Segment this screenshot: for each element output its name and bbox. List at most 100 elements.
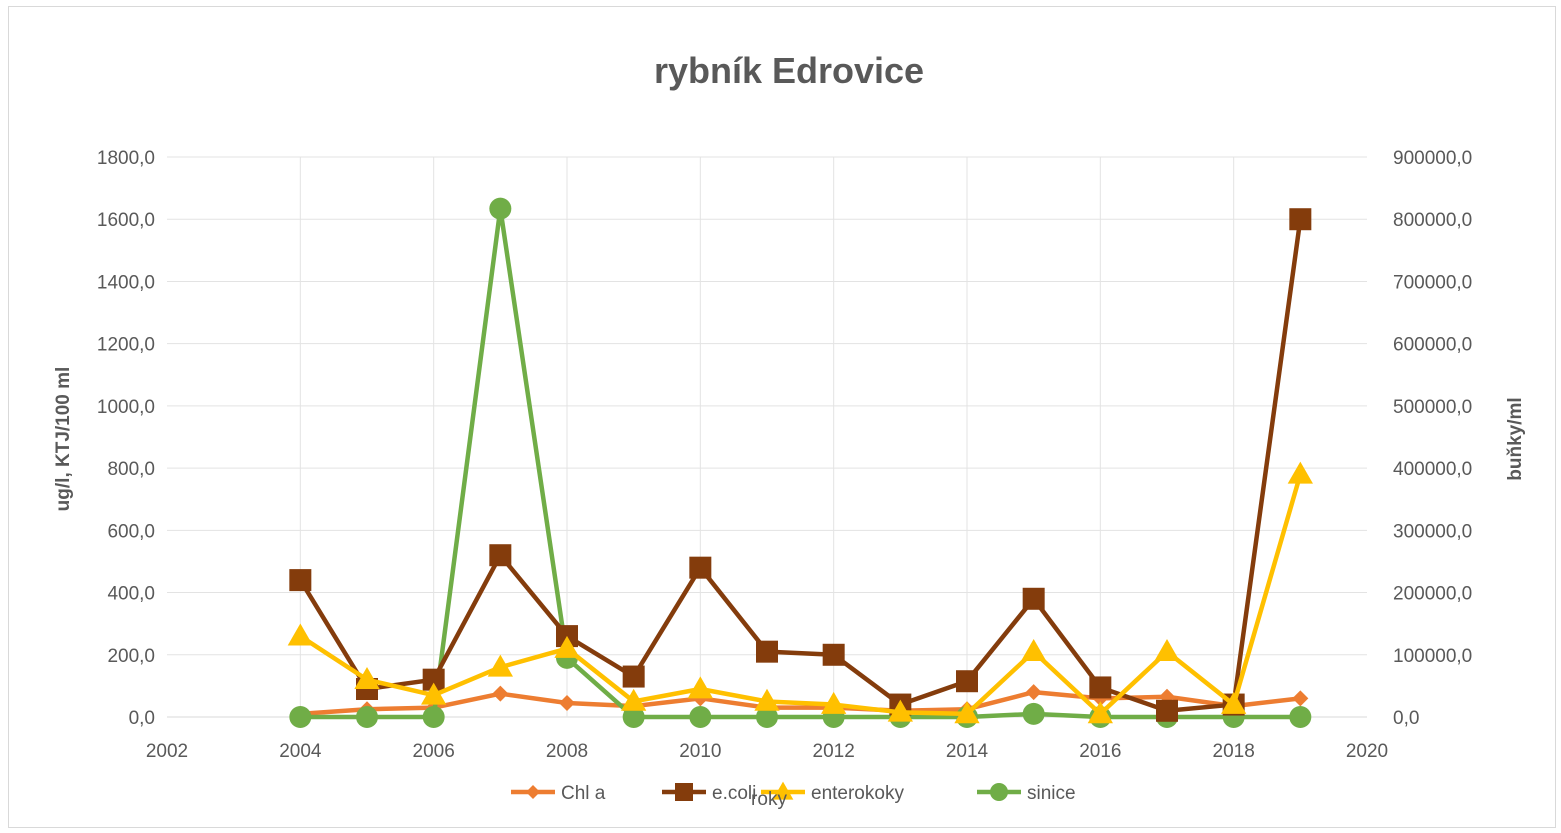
data-point-square	[1156, 699, 1178, 722]
x-tick-label: 2008	[546, 741, 588, 762]
data-point-square	[675, 783, 693, 801]
data-point-square	[1089, 676, 1112, 699]
data-point-triangle	[687, 676, 713, 699]
data-point-square	[289, 569, 312, 592]
data-point-square	[1022, 587, 1045, 610]
legend-label: sinice	[1027, 783, 1076, 804]
data-point-square	[489, 544, 512, 567]
data-point-triangle	[754, 688, 780, 711]
right-tick-label: 500000,0	[1393, 397, 1472, 418]
data-point-triangle	[621, 688, 647, 711]
grid	[167, 156, 1367, 718]
data-point-square	[822, 643, 845, 666]
right-tick-label: 200000,0	[1393, 584, 1472, 605]
right-axis-ticks: 0,0 100000,0 200000,0 300000,0 400000,0 50000…	[1393, 148, 1472, 729]
data-point-triangle	[1221, 691, 1247, 714]
data-point-circle	[1289, 706, 1312, 728]
left-tick-label: 800,0	[107, 459, 155, 480]
series-sinice	[289, 197, 1312, 728]
data-point-square	[689, 556, 712, 579]
legend-item-enterokoky: enterokoky	[761, 781, 904, 804]
data-point-diamond	[492, 685, 509, 702]
left-tick-label: 600,0	[107, 521, 155, 542]
right-tick-label: 600000,0	[1393, 335, 1472, 356]
x-tick-label: 2012	[813, 741, 855, 762]
data-point-triangle	[954, 701, 980, 724]
data-point-circle	[1022, 702, 1045, 725]
right-tick-label: 900000,0	[1393, 148, 1472, 169]
legend-label: e.coli	[712, 783, 756, 804]
x-tick-label: 2014	[946, 741, 989, 762]
data-point-triangle	[487, 654, 513, 677]
x-tick-label: 2006	[413, 741, 455, 762]
legend-item-e-coli: e.coli	[662, 783, 756, 804]
x-tick-label: 2016	[1079, 741, 1121, 762]
data-point-triangle	[554, 635, 580, 658]
right-tick-label: 300000,0	[1393, 521, 1472, 542]
legend-label: enterokoky	[811, 783, 904, 804]
left-axis-label: ug/l, KTJ/100 ml	[53, 367, 74, 512]
data-point-triangle	[821, 691, 847, 714]
x-tick-label: 2020	[1346, 741, 1388, 762]
data-point-triangle	[1287, 461, 1313, 484]
data-point-circle	[422, 706, 445, 728]
legend-item-chl-a: Chl a	[511, 783, 606, 804]
right-axis-label: buňky/ml	[1505, 397, 1526, 480]
data-point-triangle	[354, 667, 380, 690]
legend: Chl a e.coli enterokoky sinice	[511, 781, 1076, 804]
data-point-triangle	[772, 781, 794, 800]
series-line	[300, 206, 1301, 720]
data-point-square	[756, 640, 778, 663]
right-tick-label: 700000,0	[1393, 272, 1472, 293]
x-axis-label: roky	[751, 789, 787, 810]
series-line	[298, 218, 1303, 714]
data-point-circle	[289, 706, 312, 728]
data-point-diamond	[559, 695, 575, 711]
left-tick-label: 1400,0	[97, 272, 155, 293]
data-point-square	[956, 670, 978, 693]
series-line	[299, 473, 1303, 717]
data-point-triangle	[1021, 639, 1047, 662]
left-tick-label: 1000,0	[97, 397, 155, 418]
data-point-square	[1289, 208, 1312, 231]
data-point-triangle	[421, 682, 447, 705]
left-tick-label: 1600,0	[97, 210, 155, 231]
legend-label: Chl a	[561, 783, 606, 804]
left-tick-label: 400,0	[107, 584, 155, 605]
data-point-square	[422, 668, 445, 691]
data-point-circle	[990, 783, 1008, 801]
right-tick-label: 0,0	[1393, 708, 1419, 729]
series-layer	[287, 197, 1313, 728]
data-point-diamond	[1292, 690, 1309, 707]
data-point-triangle	[287, 623, 313, 646]
data-point-diamond	[1025, 684, 1042, 701]
x-axis-ticks: 2002 2004 2006 2008 2010 2012 2014 2016 2018 2020	[146, 741, 1388, 762]
data-point-circle	[756, 706, 778, 728]
x-tick-label: 2018	[1213, 741, 1255, 762]
data-point-circle	[489, 197, 512, 220]
data-point-circle	[689, 706, 712, 728]
x-tick-label: 2004	[279, 741, 322, 762]
right-tick-label: 800000,0	[1393, 210, 1472, 231]
x-tick-label: 2002	[146, 741, 188, 762]
chart-frame: rybník Edrovice 0,0 200,0 400,0 600,0 800,0 1…	[8, 6, 1556, 828]
series-enterokoky	[287, 461, 1313, 724]
line-chart: rybník Edrovice 0,0 200,0 400,0 600,0 800,0 1…	[53, 50, 1526, 810]
left-axis-ticks: 0,0 200,0 400,0 600,0 800,0 1000,0 1200,0 1400,…	[97, 148, 155, 729]
right-tick-label: 400000,0	[1393, 459, 1472, 480]
data-point-diamond	[526, 785, 540, 799]
left-tick-label: 0,0	[129, 708, 155, 729]
right-tick-label: 100000,0	[1393, 646, 1472, 667]
left-tick-label: 1200,0	[97, 335, 155, 356]
data-point-triangle	[887, 699, 913, 722]
data-point-circle	[622, 706, 645, 728]
data-point-triangle	[1154, 639, 1180, 662]
legend-item-sinice: sinice	[977, 783, 1076, 804]
data-point-triangle	[1087, 701, 1113, 724]
data-point-square	[622, 665, 645, 688]
x-tick-label: 2010	[679, 741, 721, 762]
left-tick-label: 200,0	[107, 646, 155, 667]
left-tick-label: 1800,0	[97, 148, 155, 169]
data-point-circle	[356, 706, 378, 728]
chart-title: rybník Edrovice	[654, 50, 924, 91]
